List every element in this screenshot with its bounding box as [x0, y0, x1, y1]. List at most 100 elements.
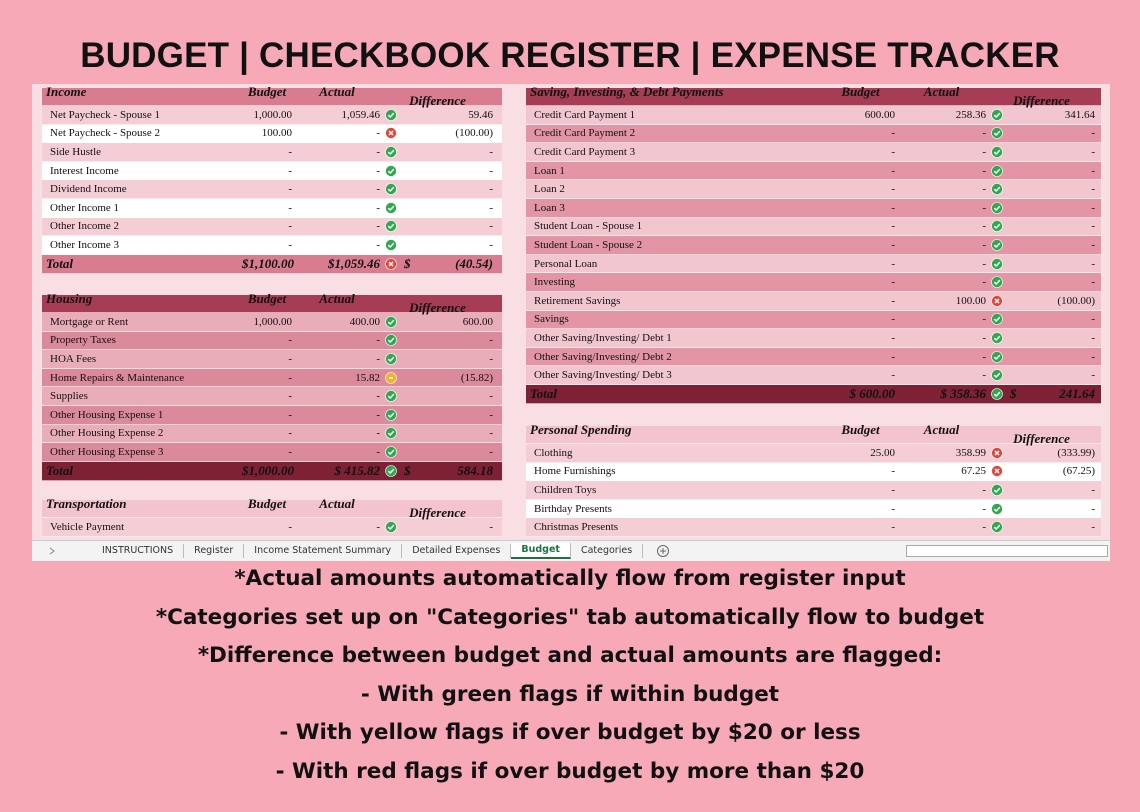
row-label: Supplies [50, 390, 88, 403]
budget-row: Net Paycheck - Spouse 2 100.00 - (100.00) [42, 124, 502, 144]
sheet-tab[interactable]: Detailed Expenses [402, 544, 512, 558]
budget-section: Income Budget Actual Difference Net Paycheck… [42, 84, 502, 274]
note-line: *Categories set up on "Categories" tab a… [155, 604, 985, 630]
difference-amount: - [1091, 313, 1095, 326]
flag [382, 239, 400, 251]
row-label: Net Paycheck - Spouse 1 [50, 108, 160, 121]
page-title: BUDGET | CHECKBOOK REGISTER | EXPENSE TR… [80, 36, 1060, 75]
section-header: Income Budget Actual Difference [42, 84, 502, 108]
sheet-tab[interactable]: Categories [571, 544, 644, 558]
row-label: Interest Income [50, 164, 119, 177]
budget-amount: - [891, 238, 895, 251]
row-label: Side Hustle [50, 145, 102, 158]
note-line: *Actual amounts automatically flow from … [234, 566, 906, 591]
budget-row: Other Saving/Investing/ Debt 2 - - - [526, 347, 1101, 367]
total-budget: $1,000.00 [242, 462, 294, 478]
difference-amount: - [1091, 201, 1095, 214]
budget-row: Mortgage or Rent 1,000.00 400.00 600.00 [42, 313, 502, 332]
difference-amount: 600.00 [462, 315, 493, 328]
difference-amount: - [1091, 145, 1095, 158]
budget-row: Other Income 1 - - - [42, 198, 502, 218]
flag-icon [991, 201, 1003, 214]
flag-icon [991, 484, 1003, 496]
difference-amount: (15.82) [460, 371, 493, 384]
actual-amount: - [376, 164, 380, 177]
total-budget: $1,100.00 [242, 255, 294, 271]
flag-icon [991, 183, 1003, 195]
difference-amount: - [1091, 521, 1095, 534]
actual-amount: - [376, 220, 380, 233]
flag-icon [385, 257, 397, 270]
actual-amount: - [982, 369, 986, 382]
actual-amount: - [376, 334, 380, 347]
budget-amount: - [288, 145, 292, 158]
total-difference-amount: (40.54) [455, 255, 493, 271]
flag [382, 220, 400, 233]
budget-row: Credit Card Payment 3 - - - [526, 143, 1101, 162]
column-header: Actual [923, 84, 960, 100]
difference-amount: - [489, 334, 493, 347]
column-header: Budget [841, 422, 880, 438]
flag [988, 183, 1006, 195]
flag [382, 146, 400, 158]
column-header: Budget [841, 84, 880, 100]
flag [382, 371, 400, 384]
flag [382, 334, 400, 347]
flag [988, 294, 1006, 307]
currency-symbol: $ [404, 462, 411, 478]
actual-amount: - [376, 390, 380, 403]
row-label: Vehicle Payment [50, 520, 125, 533]
flag-icon [385, 408, 397, 421]
row-label: Loan 1 [534, 164, 565, 177]
difference-amount: - [489, 408, 493, 421]
spreadsheet: Income Budget Actual Difference Net Paycheck… [32, 84, 1110, 561]
section-title: Transportation [46, 496, 127, 512]
sheet-tab[interactable]: Income Statement Summary [244, 544, 403, 558]
column-header: Budget [247, 496, 287, 512]
difference-amount: - [1091, 369, 1095, 382]
budget-row: Property Taxes - - - [42, 331, 502, 351]
flag-icon [385, 146, 397, 158]
actual-amount: - [376, 427, 380, 440]
column-header: Actual [319, 496, 355, 512]
flag [988, 201, 1006, 214]
row-label: Other Housing Expense 2 [50, 427, 164, 440]
budget-row: Investing - - - [526, 273, 1101, 292]
actual-amount: 67.25 [961, 465, 986, 478]
budget-row: Student Loan - Spouse 1 - - - [526, 217, 1101, 237]
flag-icon [991, 108, 1003, 121]
budget-row: Home Furnishings - 67.25 (67.25) [526, 462, 1101, 482]
flag [988, 146, 1006, 158]
horizontal-scrollbar[interactable] [906, 545, 1108, 557]
section-header: Personal Spending Budget Actual Difference [526, 422, 1101, 446]
flag-icon [385, 464, 397, 477]
sheet-tab-bar: INSTRUCTIONS Register Income Statement Sum… [32, 540, 1110, 561]
tab-list: INSTRUCTIONS Register Income Statement Sum… [92, 543, 644, 559]
tab-scroll-arrows[interactable] [32, 544, 92, 558]
flag [382, 183, 400, 195]
budget-amount: - [288, 220, 292, 233]
add-sheet-button[interactable] [643, 544, 683, 558]
row-label: Children Toys [534, 483, 597, 496]
flag-icon [991, 276, 1003, 288]
row-label: Other Income 2 [50, 220, 120, 233]
actual-amount: - [982, 145, 986, 158]
budget-amount: - [891, 145, 895, 158]
column-header: Difference [1013, 430, 1070, 446]
actual-amount: - [982, 257, 986, 270]
flag-icon [991, 369, 1003, 381]
difference-amount: 341.64 [1064, 108, 1095, 121]
budget-amount: 1,000.00 [253, 315, 293, 328]
flag-icon [991, 294, 1003, 307]
sheet-tab[interactable]: Register [184, 544, 245, 558]
row-label: Credit Card Payment 1 [534, 108, 636, 121]
budget-amount: - [891, 350, 895, 363]
budget-amount: - [891, 369, 895, 382]
sheet-tab[interactable]: Budget [511, 543, 571, 559]
sheet-tab[interactable]: INSTRUCTIONS [92, 544, 185, 558]
flag-icon [991, 332, 1003, 344]
flag-icon [991, 388, 1003, 400]
difference-amount: - [489, 220, 493, 233]
actual-amount: 100.00 [955, 294, 986, 307]
row-label: Student Loan - Spouse 2 [534, 238, 643, 251]
